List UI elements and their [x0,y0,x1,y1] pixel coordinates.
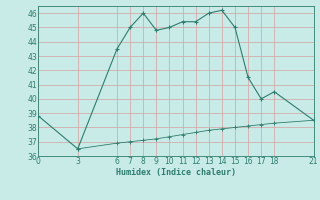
X-axis label: Humidex (Indice chaleur): Humidex (Indice chaleur) [116,168,236,177]
